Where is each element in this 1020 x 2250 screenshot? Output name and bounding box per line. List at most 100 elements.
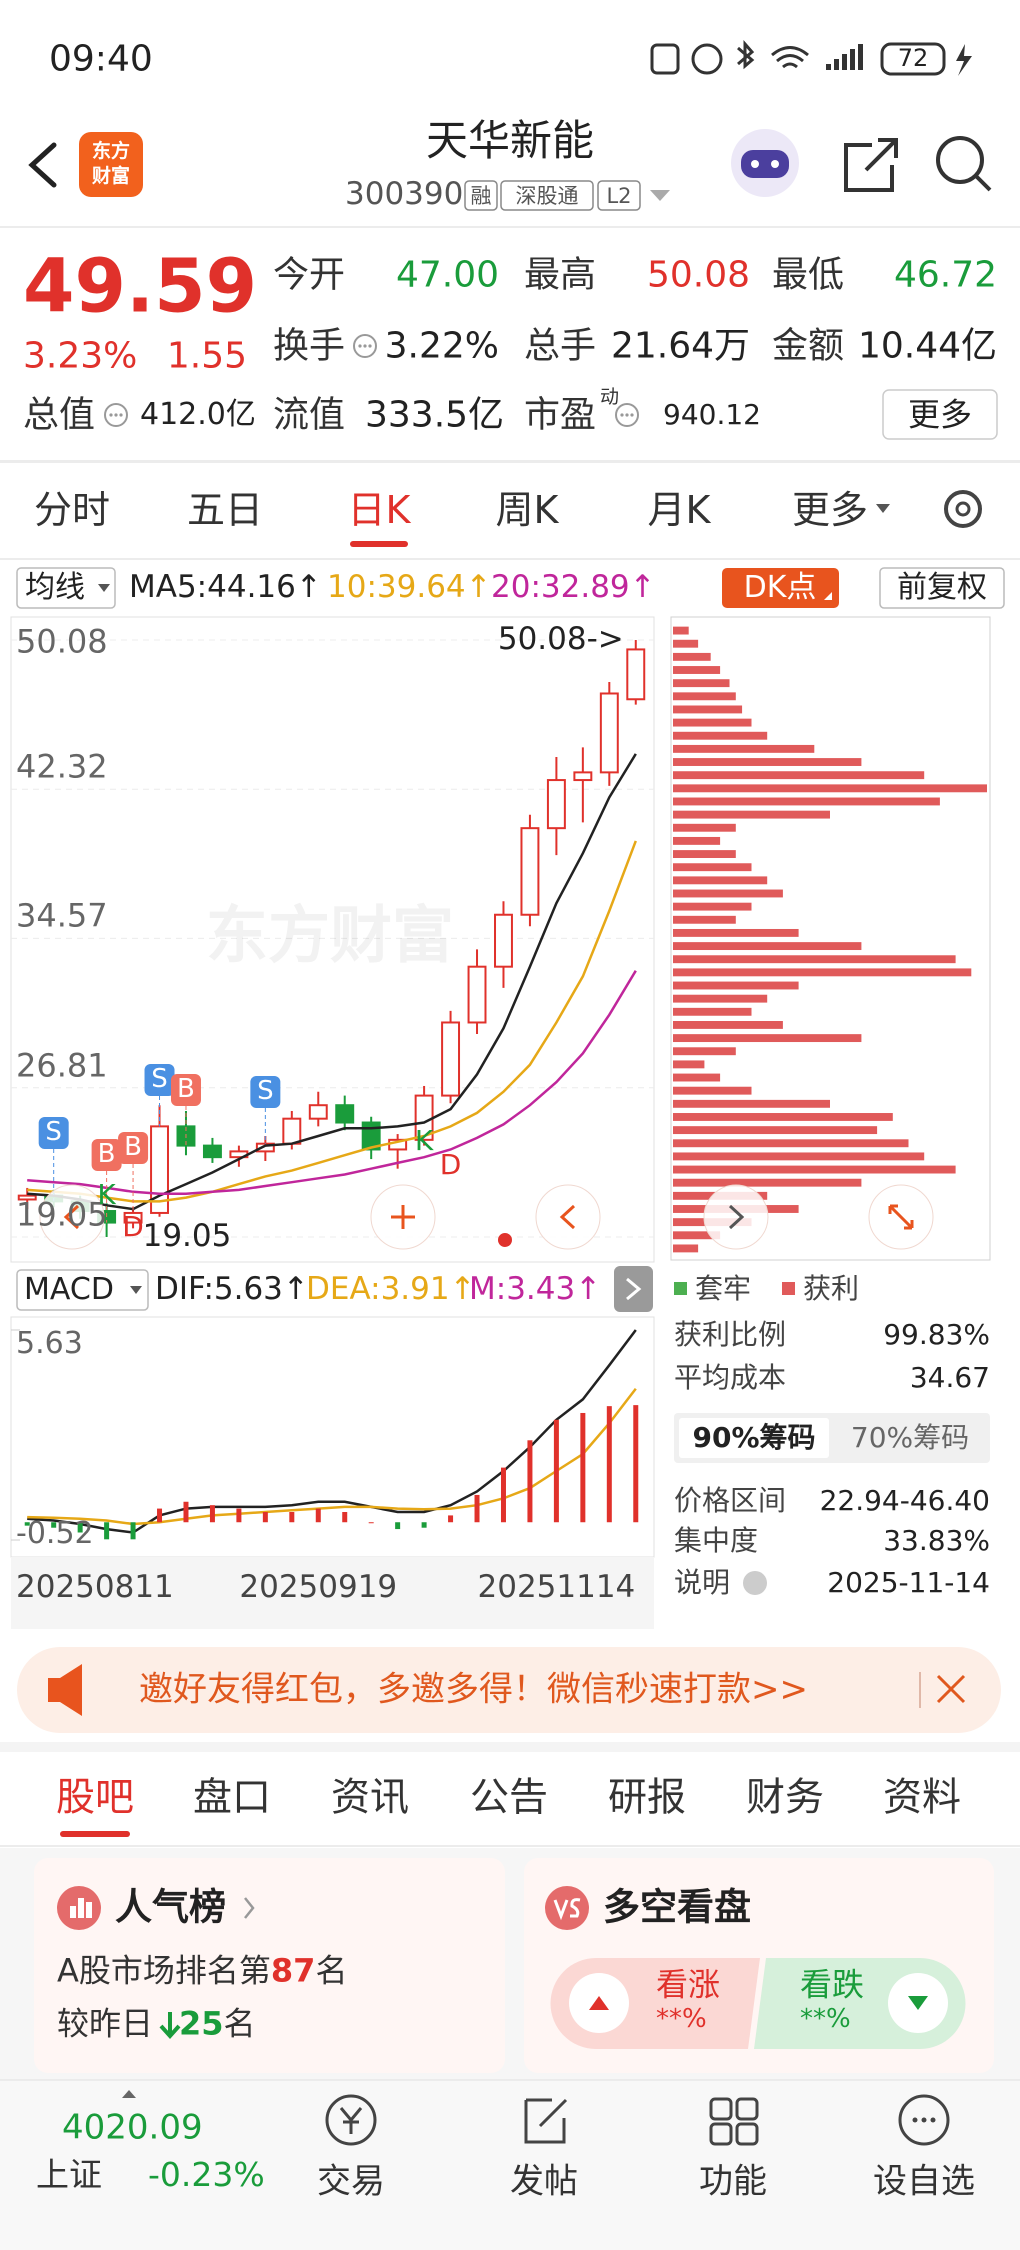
chip-bar [673, 692, 736, 701]
macd-bar [448, 1515, 454, 1523]
chip-bar [673, 1007, 752, 1016]
live-dot [498, 1233, 512, 1247]
signal-label: D [439, 1147, 462, 1181]
assistant-eye [751, 160, 759, 168]
chip-bar [673, 942, 862, 951]
macd-bar [633, 1405, 639, 1523]
ma-selector[interactable] [16, 567, 116, 609]
chip-bar [673, 1244, 699, 1253]
section-tab[interactable]: 研报 [607, 1775, 687, 1821]
battery-level: 72 [897, 44, 929, 73]
index-value[interactable]: 4020.09 [62, 2107, 203, 2148]
share-button[interactable] [844, 138, 898, 192]
bottom-nav [0, 2080, 1020, 2250]
chip-bar [673, 994, 768, 1003]
stat-value: 22.94-46.40 [819, 1483, 990, 1517]
more-button[interactable] [882, 389, 998, 440]
wifi-icon [771, 46, 809, 69]
chip-bar [673, 810, 830, 819]
post-icon [524, 2098, 568, 2144]
search-button[interactable] [936, 136, 984, 184]
macd-next-button[interactable] [614, 1266, 653, 1312]
chip-tab[interactable]: 70%筹码 [850, 1420, 970, 1454]
quote-value: 333.5亿 [365, 394, 505, 436]
logo-line: 财富 [91, 165, 131, 188]
adjust-button[interactable] [879, 567, 1005, 609]
bear-value: **% [800, 2004, 851, 2035]
chip-bar [673, 1099, 830, 1108]
section-tab[interactable]: 资料 [882, 1775, 962, 1821]
legend-swatch [782, 1282, 795, 1295]
period-tab[interactable]: 更多 [791, 488, 869, 533]
ma-line [27, 753, 637, 1211]
chip-tab-active [679, 1418, 829, 1458]
candle-body [599, 692, 619, 774]
candle-body [335, 1104, 355, 1124]
chip-bar [673, 1165, 956, 1174]
quote-value: 412.0亿 [140, 396, 256, 432]
settings-button[interactable] [944, 490, 982, 528]
macd-bar [209, 1505, 215, 1523]
nav-item[interactable]: 设自选 [873, 2161, 975, 2202]
period-tab[interactable]: 分时 [33, 488, 111, 533]
trade-icon [325, 2094, 377, 2146]
rank-prefix: A股市场排名第 [57, 1951, 271, 1990]
section-tab[interactable]: 财务 [745, 1775, 825, 1821]
chip-overlay-button[interactable] [703, 1184, 769, 1250]
macd-bar [342, 1512, 348, 1523]
chip-bar [673, 823, 736, 832]
rank-number: 87 [270, 1951, 316, 1990]
quote-label: 金额 [772, 325, 845, 367]
assistant-eye [771, 160, 779, 168]
overlay-icon [63, 1204, 80, 1230]
chart-overlay-button[interactable] [39, 1184, 105, 1250]
stat-value: 33.83% [883, 1523, 990, 1557]
period-tab[interactable]: 五日 [186, 488, 264, 533]
period-tab[interactable]: 月K [647, 488, 711, 533]
badge [597, 180, 641, 211]
banner-close[interactable] [936, 1674, 966, 1704]
banner-text[interactable]: 邀好友得红包，多邀多得！微信秒速打款>> [139, 1669, 808, 1710]
info-dot [620, 413, 624, 417]
signal-badge [118, 1132, 149, 1164]
dk-button[interactable] [722, 568, 839, 608]
chip-bar [673, 889, 783, 898]
macd-selector[interactable] [16, 1269, 149, 1311]
popularity-card[interactable] [34, 1858, 505, 2073]
high-annotation: 50.08-> [497, 621, 624, 658]
chip-bar [673, 1231, 721, 1240]
nav-item[interactable]: 功能 [699, 2161, 767, 2202]
quote-label: 总手 [524, 325, 597, 367]
chip-tab[interactable]: 90%筹码 [692, 1420, 816, 1454]
change-percent: 3.23% [23, 335, 138, 377]
info-icon [104, 403, 128, 427]
quote-value: 47.00 [395, 254, 499, 296]
section-tab[interactable]: 公告 [469, 1775, 549, 1821]
popularity-change: 较昨日 25名 [57, 2005, 256, 2043]
chip-bar [673, 1060, 705, 1069]
signal-bar [826, 64, 831, 70]
back-button[interactable] [28, 142, 57, 188]
chip-bar [673, 639, 699, 648]
section-tab[interactable]: 盘口 [192, 1775, 272, 1821]
macd-line [27, 1329, 637, 1534]
signal-label: B [124, 1132, 142, 1163]
macd-bar [315, 1508, 321, 1523]
section-tab[interactable]: 资讯 [330, 1775, 410, 1821]
popularity-icon-bar [78, 1898, 84, 1918]
badge [464, 180, 498, 211]
promo-banner[interactable] [17, 1647, 1001, 1733]
info-dot [630, 413, 634, 417]
chip-bar [673, 705, 743, 714]
section-tab[interactable]: 股吧 [55, 1775, 135, 1821]
chart-overlay-button[interactable] [535, 1184, 601, 1250]
period-tab[interactable]: 日K [347, 488, 411, 533]
info-dot [358, 344, 362, 348]
quote-label: 流值 [273, 394, 346, 436]
stat-label: 平均成本 [674, 1360, 787, 1394]
nav-item[interactable]: 交易 [317, 2161, 385, 2202]
nav-item[interactable]: 发帖 [510, 2161, 578, 2202]
period-tab[interactable]: 周K [495, 488, 559, 533]
candle-body [573, 771, 593, 782]
